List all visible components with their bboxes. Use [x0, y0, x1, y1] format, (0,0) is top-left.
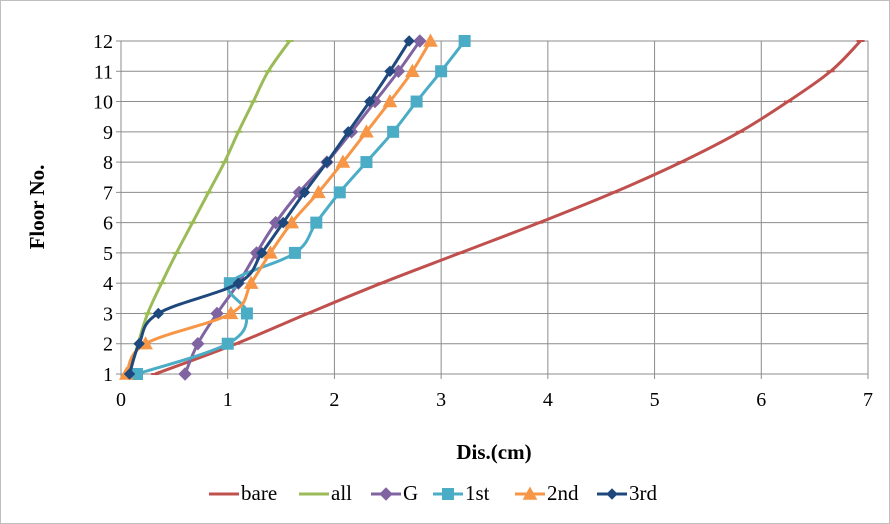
y-tick-label: 8	[103, 152, 113, 174]
legend-item-all: all	[299, 481, 352, 505]
x-tick-label: 4	[543, 389, 553, 411]
legend-swatch-marker	[606, 488, 618, 500]
data-point-2nd	[263, 245, 278, 259]
series-line-3rd	[128, 40, 411, 375]
data-point-G	[191, 337, 205, 351]
data-point-3rd	[321, 156, 333, 168]
data-point-1st	[240, 307, 253, 320]
data-point-3rd	[342, 126, 355, 138]
legend-swatch-marker	[379, 487, 393, 501]
y-tick-label: 7	[103, 182, 113, 204]
legend-item-3rd: 3rd	[597, 481, 657, 505]
legend-item-G: G	[371, 481, 418, 505]
series-line-all	[128, 40, 291, 375]
legend-label: G	[403, 481, 418, 505]
series-line-G	[183, 40, 422, 375]
data-point-3rd	[232, 277, 245, 289]
data-point-2nd	[423, 33, 438, 47]
x-axis-title: Dis.(cm)	[456, 440, 531, 464]
y-tick-label: 9	[103, 122, 113, 144]
legend-label: 3rd	[629, 481, 657, 505]
series-G	[178, 34, 427, 381]
y-tick-label: 2	[103, 334, 113, 356]
y-tick-label: 3	[103, 303, 113, 325]
x-tick-label: 5	[650, 389, 660, 411]
data-point-2nd	[223, 305, 239, 320]
data-point-2nd	[382, 94, 398, 108]
legend-label: 1st	[465, 481, 490, 505]
series-bare	[151, 39, 865, 376]
data-point-1st	[310, 216, 323, 229]
legend-item-2nd: 2nd	[515, 481, 579, 505]
y-tick-label: 12	[93, 31, 113, 53]
x-tick-label: 2	[329, 389, 339, 411]
y-tick-label: 10	[93, 92, 113, 114]
y-tick-label: 4	[103, 273, 113, 295]
data-point-G	[391, 64, 406, 78]
data-point-2nd	[404, 63, 420, 77]
data-point-3rd	[403, 35, 415, 47]
x-tick-label: 0	[116, 389, 126, 411]
y-tick-label: 1	[103, 364, 113, 386]
y-tick-label: 11	[94, 61, 113, 83]
data-point-1st	[221, 337, 234, 350]
x-tick-label: 6	[756, 389, 766, 411]
legend-item-bare: bare	[209, 481, 277, 505]
legend: bare all G 1st 2nd 3rd	[209, 481, 657, 505]
data-point-3rd	[133, 338, 145, 350]
series-3rd	[123, 35, 415, 380]
series-line-bare	[154, 39, 862, 376]
y-tick-label: 6	[103, 213, 113, 235]
x-axis-ticks: 0 1 2 3 4 5 6 7	[116, 374, 873, 411]
data-point-3rd	[152, 307, 165, 320]
x-tick-label: 1	[223, 389, 233, 411]
data-point-3rd	[123, 368, 136, 380]
data-point-3rd	[384, 65, 396, 77]
data-point-1st	[410, 95, 423, 108]
legend-item-1st: 1st	[433, 481, 490, 505]
plot-area-border	[120, 40, 869, 375]
legend-swatch-marker	[442, 488, 454, 500]
data-point-3rd	[363, 95, 376, 108]
legend-label: 2nd	[547, 481, 579, 505]
legend-label: bare	[241, 481, 277, 505]
data-point-3rd	[256, 247, 268, 259]
data-point-1st	[458, 35, 471, 47]
data-point-3rd	[298, 186, 311, 199]
x-tick-label: 7	[863, 389, 873, 411]
series-line-1st	[136, 40, 466, 376]
legend-label: all	[331, 481, 352, 505]
data-point-1st	[435, 65, 448, 78]
data-point-1st	[387, 125, 400, 138]
y-tick-label: 5	[103, 243, 113, 265]
series-lines	[118, 33, 865, 381]
data-point-2nd	[335, 154, 351, 168]
legend-swatch-marker	[522, 486, 538, 500]
data-point-3rd	[277, 216, 289, 229]
data-point-2nd	[243, 275, 259, 289]
data-point-1st	[333, 186, 346, 199]
data-point-1st	[360, 156, 373, 169]
data-point-1st	[288, 246, 301, 259]
data-point-2nd	[284, 215, 300, 229]
series-1st	[131, 35, 471, 380]
data-point-2nd	[359, 124, 374, 138]
y-axis-title: Floor No.	[25, 165, 49, 250]
series-2nd	[118, 33, 438, 380]
x-tick-label: 3	[436, 389, 446, 411]
data-point-2nd	[311, 184, 326, 199]
data-point-G	[413, 34, 427, 48]
data-point-G	[178, 367, 192, 381]
gridlines	[121, 41, 868, 374]
